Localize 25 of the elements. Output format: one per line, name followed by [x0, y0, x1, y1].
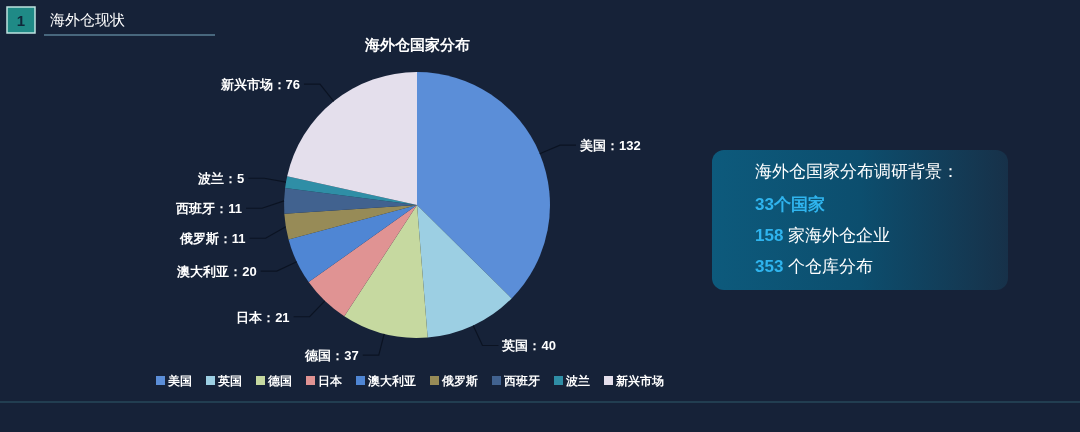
- legend-label: 西班牙: [503, 374, 540, 387]
- text: 1: [16, 12, 26, 29]
- legend-label: 新兴市场: [615, 374, 664, 388]
- text: 海外仓现状: [50, 11, 125, 28]
- text: 353 个仓库分布: [755, 257, 874, 276]
- text: 海外仓国家分布调研背景：: [755, 162, 959, 181]
- text: 158 家海外仓企业: [755, 226, 891, 245]
- text: 33个国家: [755, 195, 825, 214]
- chart-title: 海外仓国家分布: [363, 36, 470, 53]
- data-label: 日本：21: [236, 309, 290, 325]
- legend-label: 俄罗斯: [441, 374, 478, 387]
- data-label: 澳大利亚：20: [176, 264, 257, 280]
- data-label: 英国：40: [501, 338, 556, 354]
- data-label: 新兴市场：76: [219, 77, 300, 93]
- legend-label: 日本: [318, 374, 343, 387]
- data-label: 波兰：5: [197, 171, 245, 187]
- legend-label: 美国: [167, 374, 192, 387]
- legend-label: 德国: [267, 375, 292, 387]
- data-label: 西班牙：11: [175, 201, 243, 217]
- data-label: 俄罗斯：11: [178, 231, 246, 247]
- legend-label: 澳大利亚: [367, 374, 416, 387]
- legend-label: 波兰: [565, 374, 590, 387]
- data-label: 美国：132: [579, 138, 641, 154]
- data-label: 德国：37: [304, 348, 359, 364]
- legend-label: 英国: [217, 374, 242, 387]
